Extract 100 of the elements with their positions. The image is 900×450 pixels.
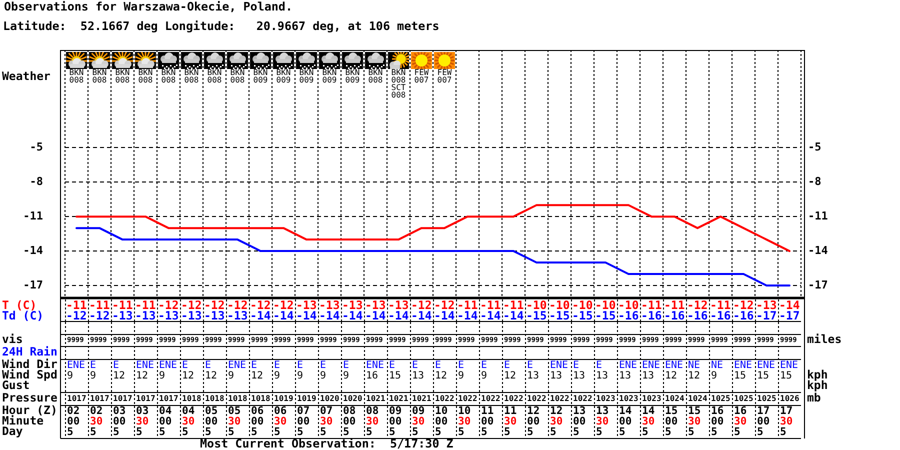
- text: E: [527, 360, 534, 371]
- text: ENE: [665, 360, 684, 371]
- chart-title: Observations for Warszawa-Okecie, Poland.: [4, 0, 292, 14]
- data-label: 5: [642, 426, 648, 438]
- annotation: Most Current Observation: 5/17:30 Z: [200, 436, 454, 450]
- y-tick-label: 24H Rain: [2, 344, 58, 359]
- data-label: 05: [205, 404, 218, 417]
- data-label: 16: [734, 404, 747, 417]
- data-label: 9: [274, 370, 280, 382]
- data-label: 04: [182, 404, 195, 417]
- annotation: FEW 007: [437, 68, 452, 85]
- data-label: 12: [136, 370, 148, 382]
- y2-tick-label: mb: [807, 390, 821, 405]
- data-label: 00: [67, 415, 80, 428]
- text: E: [389, 360, 396, 371]
- text: E: [113, 360, 120, 371]
- data-label: 00: [113, 415, 126, 428]
- text: ENE: [757, 360, 776, 371]
- data-label: 13: [619, 370, 632, 382]
- chart-subtitle: Latitude: 52.1667 deg Longitude: 20.9667 deg, at 106 meters: [3, 19, 440, 34]
- data-label: 1018: [228, 394, 248, 403]
- data-label: 5: [596, 426, 602, 438]
- data-label: 9: [343, 370, 350, 382]
- data-label: 12: [113, 370, 126, 382]
- data-label: 5: [688, 426, 694, 438]
- data-label: 00: [527, 415, 540, 428]
- data-label: 5: [481, 426, 488, 438]
- data-label: 00: [619, 415, 632, 428]
- data-label: 30: [320, 415, 333, 428]
- text: E: [274, 360, 280, 371]
- annotation: BKN 008: [230, 68, 245, 85]
- data-label: 5: [458, 426, 464, 438]
- data-label: 5: [412, 426, 418, 438]
- data-label: 5: [619, 426, 626, 438]
- text: ENE: [734, 360, 752, 371]
- data-label: 06: [274, 404, 287, 417]
- text: E: [182, 360, 188, 371]
- data-label: 02: [67, 404, 80, 417]
- text: ENE: [550, 360, 568, 371]
- data-label: 16: [366, 370, 378, 382]
- annotation: BKN 009: [276, 68, 291, 85]
- text: E: [205, 360, 212, 371]
- data-label: 17: [757, 404, 770, 417]
- data-label: 13: [550, 370, 562, 382]
- data-label: 00: [435, 415, 448, 428]
- data-label: 5: [159, 426, 166, 438]
- data-label: 1019: [274, 394, 294, 403]
- data-label: 30: [550, 415, 563, 428]
- data-label: 1022: [550, 394, 570, 403]
- data-label: 9: [90, 370, 96, 382]
- data-label: 12: [251, 370, 264, 382]
- data-label: 1023: [619, 394, 638, 403]
- data-label: 10: [435, 404, 448, 417]
- data-label: 00: [297, 415, 310, 428]
- data-label: 00: [481, 415, 494, 428]
- data-label: 1021: [389, 394, 408, 403]
- data-label: 15: [734, 370, 746, 382]
- data-label: 5: [389, 426, 396, 438]
- data-label: 5: [780, 426, 786, 438]
- data-label: 30: [780, 415, 793, 428]
- data-label: 12: [205, 370, 218, 382]
- text: NE: [711, 360, 724, 371]
- data-label: 5: [435, 426, 442, 438]
- text: E: [320, 360, 326, 371]
- data-label: 1020: [320, 394, 340, 403]
- data-label: 08: [366, 404, 379, 417]
- data-label: 1022: [527, 394, 546, 403]
- data-label: 30: [596, 415, 609, 428]
- data-label: 5: [366, 426, 372, 438]
- data-label: 9: [228, 370, 234, 382]
- data-label: 5: [550, 426, 556, 438]
- annotation: BKN 008: [368, 68, 383, 85]
- text: E: [412, 360, 418, 371]
- data-label: 06: [251, 404, 264, 417]
- data-label: 12: [504, 370, 516, 382]
- data-label: 00: [573, 415, 586, 428]
- text: NE: [688, 360, 700, 371]
- data-label: 9: [297, 370, 304, 382]
- data-label: 9: [711, 370, 718, 382]
- y-tick-label: -14: [23, 244, 44, 257]
- text: ENE: [136, 360, 154, 371]
- data-label: 1025: [711, 394, 730, 403]
- data-label: 5: [136, 426, 142, 438]
- data-label: 1023: [642, 394, 662, 403]
- data-label: 14: [642, 404, 655, 417]
- data-label: 1023: [596, 394, 616, 403]
- data-label: 00: [159, 415, 172, 428]
- text: E: [435, 360, 442, 371]
- text: T (C): [2, 298, 37, 312]
- data-label: 5: [251, 426, 258, 438]
- data-label: 1018: [205, 394, 224, 403]
- annotation: BKN 009: [345, 68, 360, 85]
- data-label: 1017: [136, 394, 156, 403]
- annotation: BKN 008: [115, 68, 130, 85]
- data-label: 30: [458, 415, 471, 428]
- data-label: 5: [67, 426, 74, 438]
- data-label: 1017: [113, 394, 132, 403]
- data-label: 00: [711, 415, 724, 428]
- annotation: BKN 008 SCT 008: [391, 68, 406, 100]
- data-label: 5: [274, 426, 280, 438]
